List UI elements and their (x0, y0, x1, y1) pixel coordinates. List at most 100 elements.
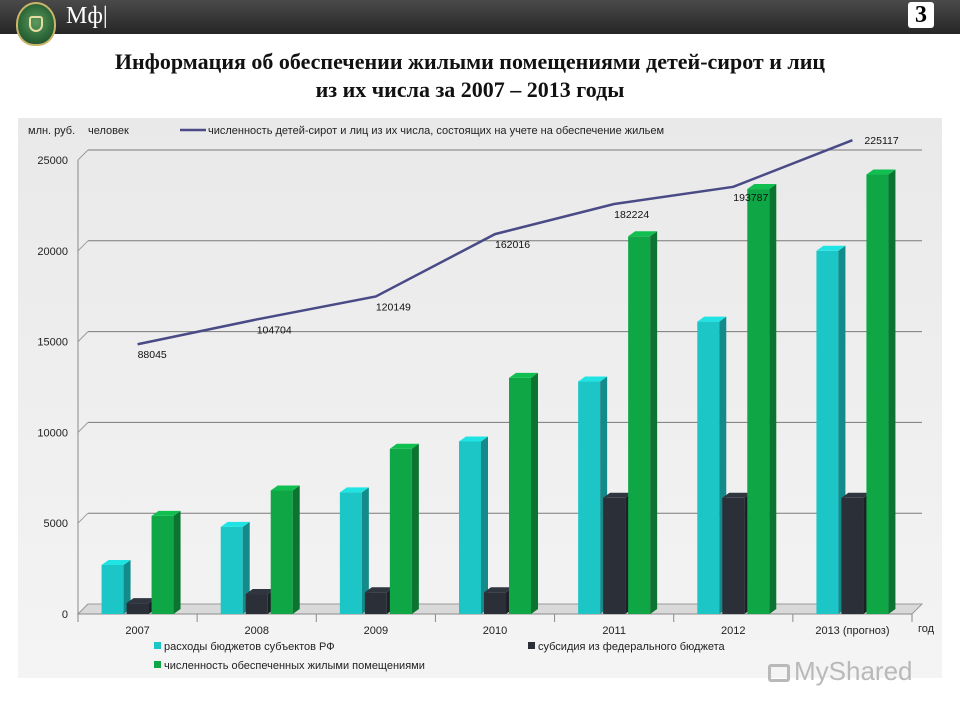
chart-svg: 0 5000 10000 15000 20000 25000 млн. руб. челове… (28, 125, 935, 672)
watermark-text: MyShared (794, 656, 913, 686)
bar-side (531, 372, 538, 614)
bar (364, 592, 387, 614)
bar-top (578, 376, 608, 382)
bar-top (603, 492, 633, 498)
bar-top (841, 492, 871, 498)
bar-top (339, 487, 369, 493)
bar (628, 236, 651, 614)
title-line-2: из их числа за 2007 – 2013 годы (315, 77, 625, 102)
y-unit-right-label: человек (88, 125, 129, 137)
x-tick-label: 2008 (244, 625, 268, 637)
ministry-emblem-icon (16, 2, 56, 46)
bar (484, 592, 506, 614)
legend-swatch (528, 642, 535, 649)
data-label: 88045 (138, 349, 167, 361)
bar (841, 497, 864, 614)
legend-swatch (154, 642, 161, 649)
x-tick-label: 2010 (483, 625, 507, 637)
bar-top (220, 521, 250, 527)
bar (339, 492, 362, 614)
bar (509, 377, 531, 614)
bar-top (697, 316, 727, 322)
presentation-icon (768, 664, 790, 682)
bar (245, 594, 268, 614)
bar-top (747, 184, 777, 190)
bar-top (101, 559, 131, 565)
bar (126, 603, 149, 614)
bar (816, 250, 839, 615)
x-tick-label: 2011 (602, 625, 626, 637)
bar-top (126, 598, 156, 604)
x-tick-label: 2013 (прогноз) (815, 625, 889, 637)
y-unit-left-label: млн. руб. (28, 125, 75, 137)
gridline-depth (77, 331, 89, 342)
data-label: 182224 (614, 209, 649, 221)
legend-swatch (154, 661, 161, 668)
gridline-depth (77, 512, 89, 524)
bar (220, 526, 243, 614)
bar-side (242, 521, 250, 614)
bar-side (173, 510, 181, 614)
bar (866, 174, 889, 614)
bar-side (411, 443, 419, 614)
bar (101, 564, 124, 614)
page-title: Информация об обеспечении жилыми помещен… (20, 48, 920, 104)
data-label: 225117 (864, 135, 898, 147)
data-label: 162016 (495, 239, 530, 251)
x-axis-label: год (918, 623, 935, 635)
x-tick-label: 2007 (125, 625, 149, 637)
bar-top (270, 485, 300, 491)
legend-label: численность детей-сирот и лиц из их числ… (208, 125, 664, 137)
bar (270, 490, 293, 614)
bar-top (816, 245, 846, 251)
bar-top (151, 510, 181, 516)
header-bar: Мф| 3 (0, 0, 960, 46)
y-tick-label: 5000 (44, 518, 68, 530)
bar-side (481, 436, 488, 614)
bar-top (389, 443, 419, 449)
x-tick-label: 2009 (364, 625, 388, 637)
bar-top (722, 492, 752, 498)
legend-label: численность обеспеченных жилыми помещени… (164, 660, 425, 672)
bar (603, 497, 626, 614)
bar (697, 321, 720, 614)
bar-top (245, 589, 275, 595)
bar (389, 448, 412, 614)
watermark: MyShared (768, 656, 913, 687)
bar-top (364, 587, 394, 593)
bar-top (866, 169, 896, 175)
gridline-depth (77, 422, 89, 433)
bar (459, 441, 481, 614)
bar-side (361, 487, 369, 614)
bar (722, 497, 745, 614)
y-tick-label: 0 (62, 609, 68, 621)
y-tick-label: 25000 (37, 155, 68, 167)
bar (151, 515, 174, 614)
bar-top (484, 587, 513, 593)
chart-area: 0 5000 10000 15000 20000 25000 млн. руб. челове… (18, 118, 942, 678)
data-label: 120149 (376, 301, 411, 313)
bar-top (459, 436, 488, 442)
y-tick-label: 10000 (37, 427, 68, 439)
series-line (137, 138, 853, 346)
bar-side (888, 169, 896, 614)
bar-side (123, 559, 131, 614)
gridline-depth (77, 149, 89, 161)
y-tick-label: 15000 (37, 337, 68, 349)
y-tick-label: 20000 (37, 246, 68, 258)
slide-number: 3 (908, 2, 934, 28)
data-label: 104704 (257, 324, 292, 336)
bar (747, 189, 770, 614)
bar-top (628, 231, 658, 237)
data-label: 193787 (733, 192, 768, 204)
legend-label: расходы бюджетов субъектов РФ (164, 641, 335, 653)
x-tick-label: 2012 (721, 625, 745, 637)
bar (578, 381, 601, 614)
legend-label: субсидия из федерального бюджета (538, 641, 726, 653)
bar-side (769, 184, 777, 614)
bar-side (292, 485, 300, 614)
bar-side (650, 231, 658, 614)
gridline-depth (77, 240, 89, 252)
title-line-1: Информация об обеспечении жилыми помещен… (114, 49, 826, 74)
bar-top (509, 372, 538, 378)
